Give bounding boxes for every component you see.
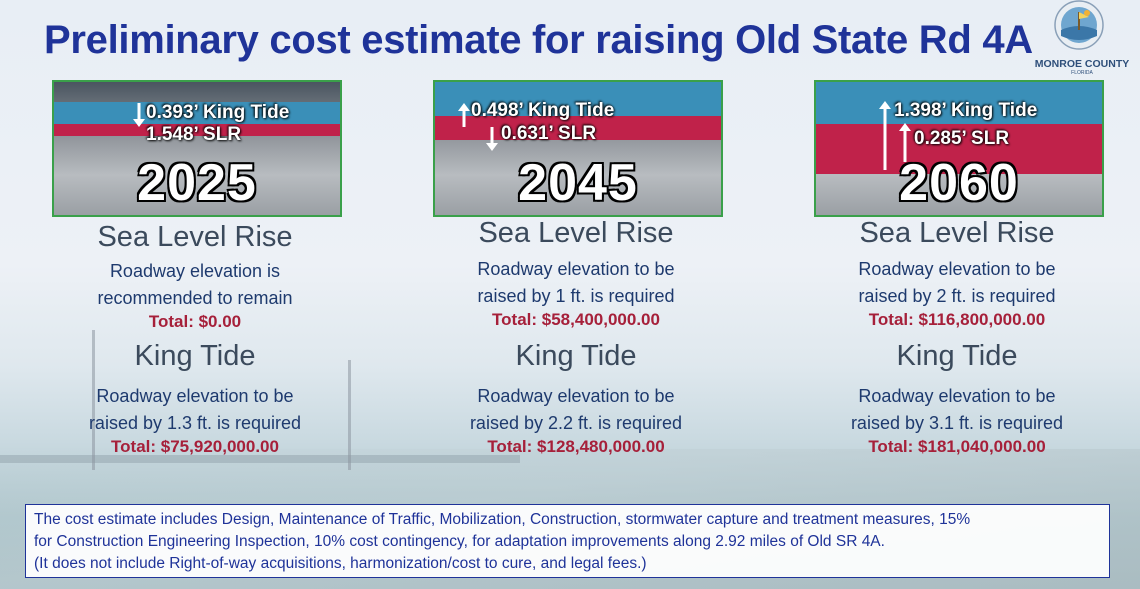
slr-description-line2: recommended to remain xyxy=(97,288,293,308)
logo-subtitle: FLORIDA xyxy=(1071,70,1093,76)
kt-description-line2: raised by 2.2 ft. is required xyxy=(469,413,683,433)
cost-note-box: The cost estimate includes Design, Maint… xyxy=(25,504,1110,578)
sea-level-rise-heading: Sea Level Rise xyxy=(97,221,293,253)
king-tide-value: 1.398’ King Tide xyxy=(894,100,1038,121)
slr-description-line1: Roadway elevation to be xyxy=(858,259,1056,279)
kt-description-line1: Roadway elevation to be xyxy=(96,386,294,406)
background-pole xyxy=(348,360,351,470)
slr-total: Total: $116,800,000.00 xyxy=(868,310,1046,329)
scenario-photo: 0.393’ King Tide 1.548’ SLR 2025 xyxy=(52,80,342,217)
slr-total: Total: $58,400,000.00 xyxy=(492,310,660,329)
slr-total: Total: $0.00 xyxy=(148,312,242,331)
slr-band xyxy=(816,124,1102,174)
king-tide-heading: King Tide xyxy=(134,340,256,372)
king-tide-band xyxy=(816,82,1102,124)
kt-description-line2: raised by 1.3 ft. is required xyxy=(88,413,302,433)
slr-value: 1.548’ SLR xyxy=(146,124,242,145)
slr-description-line2: raised by 2 ft. is required xyxy=(858,286,1056,306)
note-line2: for Construction Engineering Inspection,… xyxy=(34,533,885,550)
county-seal-icon xyxy=(1054,0,1104,50)
scenario-photo: 0.498’ King Tide 0.631’ SLR 2045 xyxy=(433,80,723,217)
slr-band xyxy=(435,116,721,140)
slr-description-line1: Roadway elevation is xyxy=(109,261,281,281)
monroe-county-logo: MONROE COUNTY FLORIDA xyxy=(1028,0,1138,80)
kt-total: Total: $181,040,000.00 xyxy=(868,437,1046,456)
arrow-down-icon xyxy=(133,103,145,127)
king-tide-band xyxy=(435,82,721,116)
scenario-column-2045: 0.498’ King Tide 0.631’ SLR 2045 Sea Lev… xyxy=(426,80,726,457)
background-pole xyxy=(92,330,95,470)
page-title: Preliminary cost estimate for raising Ol… xyxy=(44,18,1033,62)
slr-description-line2: raised by 1 ft. is required xyxy=(477,286,675,306)
kt-description-line2: raised by 3.1 ft. is required xyxy=(850,413,1064,433)
scenario-photo: 1.398’ King Tide 0.285’ SLR 2060 xyxy=(814,80,1104,217)
king-tide-heading: King Tide xyxy=(515,340,637,372)
scenario-column-2060: 1.398’ King Tide 0.285’ SLR 2060 Sea Lev… xyxy=(807,80,1107,457)
arrow-up-icon xyxy=(879,101,891,170)
background-bridge xyxy=(0,455,520,463)
note-line1: The cost estimate includes Design, Maint… xyxy=(34,511,971,528)
kt-description-line1: Roadway elevation to be xyxy=(477,386,675,406)
king-tide-value: 0.393’ King Tide xyxy=(146,102,290,123)
slr-value: 0.285’ SLR xyxy=(914,128,1010,149)
king-tide-heading: King Tide xyxy=(896,340,1018,372)
sea-level-rise-heading: Sea Level Rise xyxy=(859,217,1055,249)
slr-band xyxy=(54,124,340,136)
scenario-column-2025: 0.393’ King Tide 1.548’ SLR 2025 Sea Lev… xyxy=(45,80,345,457)
sea-level-rise-heading: Sea Level Rise xyxy=(478,217,674,249)
note-line3: (It does not include Right-of-way acquis… xyxy=(34,555,647,572)
slr-description-line1: Roadway elevation to be xyxy=(477,259,675,279)
king-tide-value: 0.498’ King Tide xyxy=(471,100,615,121)
arrow-down-icon xyxy=(486,127,498,151)
kt-total: Total: $75,920,000.00 xyxy=(111,437,279,456)
scenario-year: 2045 xyxy=(518,154,638,212)
arrow-up-icon xyxy=(899,123,911,162)
slr-value: 0.631’ SLR xyxy=(501,123,597,144)
scenario-year: 2060 xyxy=(899,154,1019,212)
king-tide-band xyxy=(54,102,340,124)
kt-description-line1: Roadway elevation to be xyxy=(858,386,1056,406)
kt-total: Total: $128,480,000.00 xyxy=(487,437,665,456)
logo-name: MONROE COUNTY xyxy=(1034,58,1130,70)
scenario-year: 2025 xyxy=(137,154,257,212)
arrow-up-icon xyxy=(458,103,470,127)
